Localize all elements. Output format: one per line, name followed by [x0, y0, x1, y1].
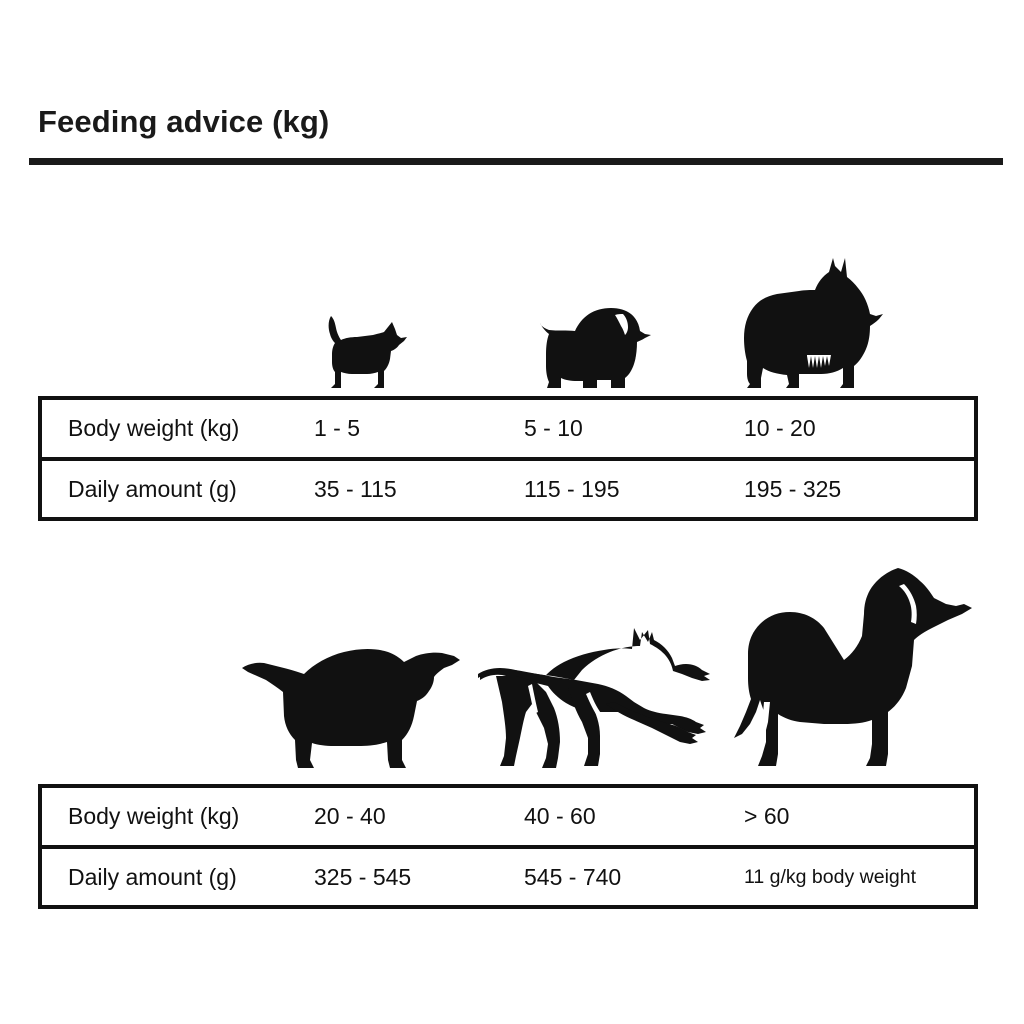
page-title: Feeding advice (kg) [38, 104, 330, 139]
cell-body-weight-col3: > 60 [744, 803, 790, 829]
dog-silhouette-labrador [238, 632, 464, 778]
feeding-table-small-breeds: Body weight (kg) 1 - 5 5 - 10 10 - 20 Da… [38, 396, 978, 521]
row-label-body-weight: Body weight (kg) [68, 803, 240, 829]
cell-daily-amount-col2: 115 - 195 [524, 475, 620, 502]
cell-daily-amount-col2: 545 - 740 [524, 863, 622, 890]
dog-illustration-row-large [0, 546, 1024, 782]
table-row: Body weight (kg) 1 - 5 5 - 10 10 - 20 [42, 400, 974, 457]
cell-body-weight-col3: 10 - 20 [744, 415, 816, 441]
cell-daily-amount-col3: 195 - 325 [744, 475, 842, 502]
dog-silhouette-collie [737, 252, 885, 390]
cell-daily-amount-col3: 11 g/kg body weight [744, 865, 917, 888]
row-label-body-weight: Body weight (kg) [68, 415, 240, 441]
feeding-table-large-breeds: Body weight (kg) 20 - 40 40 - 60 > 60 Da… [38, 784, 978, 909]
dog-silhouette-chihuahua [311, 304, 409, 390]
row-label-daily-amount: Daily amount (g) [68, 863, 237, 890]
table-row: Daily amount (g) 325 - 545 545 - 740 11 … [42, 845, 974, 905]
dog-illustration-row-small [0, 236, 1024, 394]
title-underline-rule [29, 158, 1003, 165]
row-label-daily-amount: Daily amount (g) [68, 475, 237, 502]
cell-daily-amount-col1: 325 - 545 [314, 863, 412, 890]
table-row: Body weight (kg) 20 - 40 40 - 60 > 60 [42, 788, 974, 845]
cell-body-weight-col1: 20 - 40 [314, 803, 386, 829]
cell-body-weight-col1: 1 - 5 [314, 415, 361, 441]
dog-silhouette-shepherd-running [476, 618, 718, 778]
dog-silhouette-great-dane [728, 562, 976, 778]
cell-daily-amount-col1: 35 - 115 [314, 475, 397, 502]
table-row: Daily amount (g) 35 - 115 115 - 195 195 … [42, 457, 974, 517]
dog-silhouette-pug [531, 286, 653, 390]
cell-body-weight-col2: 5 - 10 [524, 415, 583, 441]
cell-body-weight-col2: 40 - 60 [524, 803, 596, 829]
